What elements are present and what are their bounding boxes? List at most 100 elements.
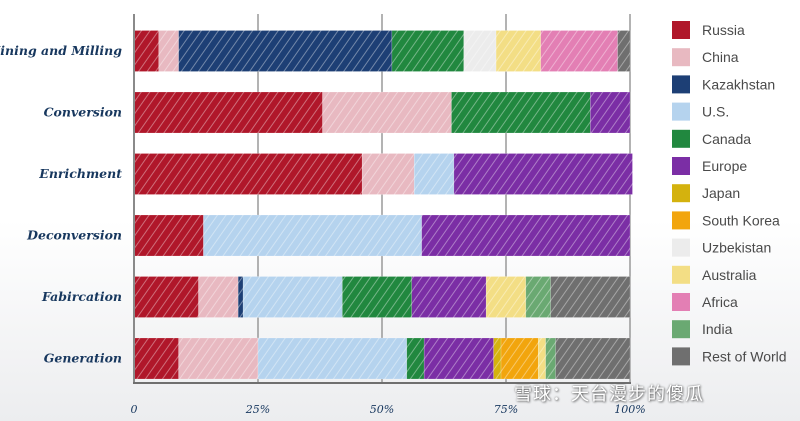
category-labels: Mining and Milling Conversion Enrichment De… xyxy=(0,43,122,366)
legend-swatch xyxy=(672,293,690,311)
legend-swatch xyxy=(672,347,690,366)
legend-item-china: China xyxy=(672,48,739,67)
legend-label: South Korea xyxy=(702,212,780,228)
legend-label: Japan xyxy=(702,185,740,201)
legend-label: U.S. xyxy=(702,104,729,120)
legend-label: Russia xyxy=(702,22,745,38)
legend-label: Rest of World xyxy=(702,348,787,364)
x-tick-labels: 0 25% 50% 75% 100% xyxy=(131,403,646,416)
legend-swatch xyxy=(672,102,690,121)
bar-segment-enrichment-russia xyxy=(133,153,363,195)
legend-item-south-korea: South Korea xyxy=(672,211,780,230)
bar-segment-enrichment-u-s xyxy=(413,153,455,195)
bar-segment-fabircation-russia xyxy=(133,276,199,318)
bar-segment-generation-canada xyxy=(406,337,425,380)
legend-label: Kazakhstan xyxy=(702,76,775,92)
x-tick-label: 100% xyxy=(614,403,645,416)
bar-segment-generation-australia xyxy=(537,337,546,380)
bar-row-enrichment xyxy=(133,153,633,195)
bar-segment-mining-and-milling-rest-of-world xyxy=(617,30,631,72)
legend-item-africa: Africa xyxy=(672,293,738,311)
x-tick-label: 50% xyxy=(370,403,394,416)
legend-label: India xyxy=(702,321,733,337)
legend-label: Africa xyxy=(702,294,738,310)
legend: Russia China Kazakhstan U.S. Canada Europe Jap… xyxy=(672,21,787,366)
category-label: Mining and Milling xyxy=(0,43,122,58)
category-label: Conversion xyxy=(44,105,122,120)
legend-item-australia: Australia xyxy=(672,265,757,284)
category-label: Generation xyxy=(44,351,122,366)
grid-lines xyxy=(257,14,631,383)
axes xyxy=(133,14,631,384)
legend-swatch xyxy=(672,75,690,94)
bar-segment-deconversion-u-s xyxy=(203,214,422,257)
bar-segment-generation-europe xyxy=(423,337,494,380)
bar-row-mining-and-milling xyxy=(133,30,631,72)
legend-swatch xyxy=(672,21,690,39)
bar-segment-mining-and-milling-russia xyxy=(133,30,160,72)
category-label: Enrichment xyxy=(38,166,122,181)
legend-item-europe: Europe xyxy=(672,157,747,175)
legend-item-u-s: U.S. xyxy=(672,102,729,121)
legend-swatch xyxy=(672,184,690,203)
x-tick-label: 25% xyxy=(245,403,270,416)
legend-swatch xyxy=(672,129,690,148)
legend-swatch xyxy=(672,238,690,257)
x-tick-label: 75% xyxy=(494,403,518,416)
legend-item-kazakhstan: Kazakhstan xyxy=(672,75,775,94)
legend-label: China xyxy=(702,49,739,65)
bar-segment-fabircation-india xyxy=(525,276,551,318)
bar-segment-mining-and-milling-kazakhstan xyxy=(178,30,393,72)
bar-segment-conversion-europe xyxy=(590,91,631,134)
bar-segment-generation-china xyxy=(178,337,259,380)
bar-segment-generation-u-s xyxy=(257,337,408,380)
legend-item-russia: Russia xyxy=(672,21,745,39)
bar-row-conversion xyxy=(133,91,631,134)
legend-item-japan: Japan xyxy=(672,184,740,203)
legend-label: Australia xyxy=(702,267,757,283)
x-tick-label: 0 xyxy=(131,403,138,416)
bar-segment-generation-japan xyxy=(493,337,502,380)
bar-segment-fabircation-europe xyxy=(411,276,487,318)
bar-row-deconversion xyxy=(133,214,631,257)
legend-label: Europe xyxy=(702,158,747,174)
legend-item-uzbekistan: Uzbekistan xyxy=(672,238,771,257)
bars xyxy=(133,30,633,380)
bar-segment-fabircation-rest-of-world xyxy=(550,276,631,318)
legend-item-india: India xyxy=(672,320,733,339)
bar-segment-generation-rest-of-world xyxy=(555,337,631,380)
legend-swatch xyxy=(672,265,690,284)
bar-segment-deconversion-russia xyxy=(133,214,204,257)
bar-segment-conversion-canada xyxy=(451,91,591,134)
category-label: Deconversion xyxy=(26,228,122,243)
bar-row-generation xyxy=(133,337,631,380)
legend-label: Canada xyxy=(702,131,751,147)
watermark: 雪球：天台漫步的傻瓜 xyxy=(514,384,704,405)
bar-segment-mining-and-milling-australia xyxy=(495,30,541,72)
bar-segment-fabircation-kazakhstan xyxy=(237,276,244,318)
legend-item-canada: Canada xyxy=(672,129,751,148)
bar-segment-deconversion-europe xyxy=(421,214,631,257)
bar-segment-enrichment-china xyxy=(361,153,415,195)
bar-segment-conversion-china xyxy=(322,91,452,134)
bar-segment-fabircation-australia xyxy=(485,276,527,318)
bar-segment-conversion-russia xyxy=(133,91,323,134)
legend-swatch xyxy=(672,157,690,175)
bar-segment-mining-and-milling-africa xyxy=(540,30,618,72)
bar-segment-generation-india xyxy=(545,337,556,380)
bar-segment-generation-russia xyxy=(133,337,179,380)
legend-label: Uzbekistan xyxy=(702,240,771,256)
bar-segment-fabircation-canada xyxy=(342,276,413,318)
bar-segment-mining-and-milling-uzbekistan xyxy=(463,30,497,72)
bar-segment-mining-and-milling-china xyxy=(158,30,179,72)
category-label: Fabircation xyxy=(41,289,122,304)
legend-swatch xyxy=(672,48,690,67)
legend-swatch xyxy=(672,320,690,339)
bar-segment-mining-and-milling-canada xyxy=(391,30,465,72)
bar-segment-enrichment-europe xyxy=(453,153,633,195)
legend-item-rest-of-world: Rest of World xyxy=(672,347,787,366)
legend-swatch xyxy=(672,211,690,230)
bar-segment-fabircation-china xyxy=(198,276,239,318)
bar-row-fabircation xyxy=(133,276,631,318)
